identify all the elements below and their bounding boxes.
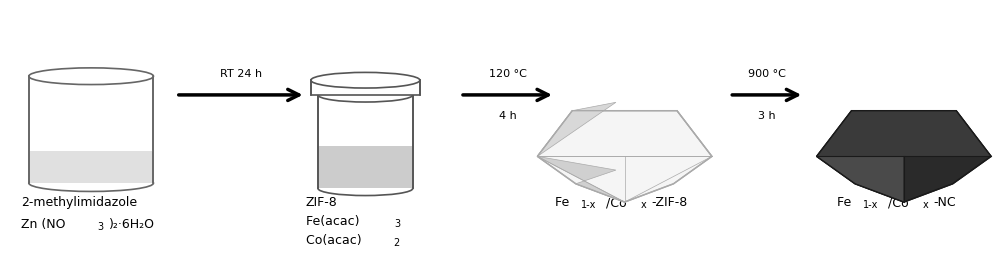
Text: Fe: Fe [555, 197, 573, 210]
Text: -ZIF-8: -ZIF-8 [652, 197, 688, 210]
Ellipse shape [30, 144, 152, 158]
Text: -NC: -NC [934, 197, 956, 210]
Text: 3: 3 [394, 219, 400, 229]
Text: 120 °C: 120 °C [489, 69, 526, 79]
Text: Zn (NO: Zn (NO [21, 218, 66, 231]
Text: /Co: /Co [888, 197, 909, 210]
Ellipse shape [29, 175, 153, 191]
Polygon shape [537, 156, 625, 202]
Text: Fe: Fe [837, 197, 855, 210]
Text: 3 h: 3 h [758, 111, 776, 121]
Polygon shape [537, 102, 616, 156]
Text: 4 h: 4 h [499, 111, 516, 121]
Polygon shape [30, 151, 152, 183]
Polygon shape [319, 95, 412, 146]
Polygon shape [311, 80, 420, 95]
Ellipse shape [319, 140, 412, 153]
Text: 2: 2 [393, 238, 400, 248]
Polygon shape [30, 76, 152, 151]
Text: /Co: /Co [606, 197, 626, 210]
Text: 3: 3 [97, 222, 103, 232]
Polygon shape [319, 146, 412, 188]
Text: x: x [641, 200, 646, 211]
Text: Co(acac): Co(acac) [306, 234, 365, 247]
Ellipse shape [29, 68, 153, 85]
Polygon shape [817, 156, 904, 202]
Ellipse shape [318, 181, 413, 195]
Polygon shape [817, 111, 991, 156]
Polygon shape [537, 111, 712, 202]
Text: )₂·6H₂O: )₂·6H₂O [109, 218, 155, 231]
Ellipse shape [311, 72, 420, 88]
Text: RT 24 h: RT 24 h [220, 69, 262, 79]
Text: ZIF-8: ZIF-8 [306, 197, 337, 210]
Text: Fe(acac): Fe(acac) [306, 215, 363, 228]
Text: x: x [923, 200, 929, 211]
Text: 900 °C: 900 °C [748, 69, 786, 79]
Text: 1-x: 1-x [863, 200, 878, 211]
Ellipse shape [318, 88, 413, 102]
Text: 1-x: 1-x [581, 200, 596, 211]
Polygon shape [817, 111, 991, 202]
Text: 2-methylimidazole: 2-methylimidazole [21, 197, 137, 210]
